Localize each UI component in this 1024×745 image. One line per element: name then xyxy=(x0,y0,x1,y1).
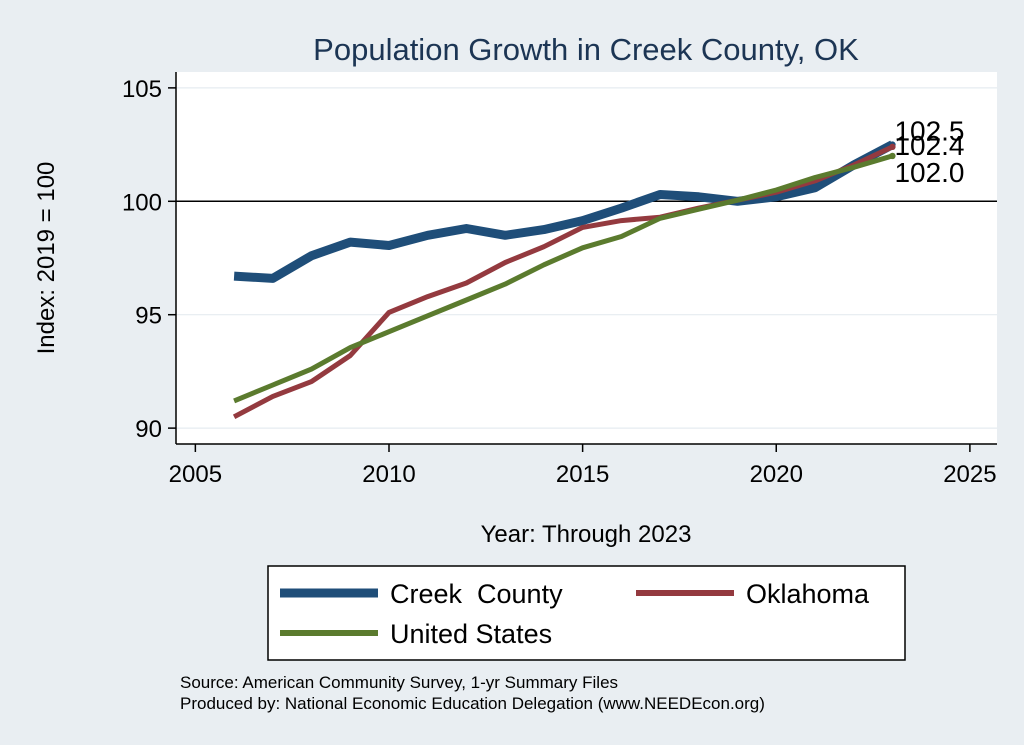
end-label-creek-county: 102.5 xyxy=(894,116,964,147)
legend-label-creek-county: Creek County xyxy=(390,579,563,609)
producer-note: Produced by: National Economic Education… xyxy=(180,694,765,713)
chart-title: Population Growth in Creek County, OK xyxy=(313,32,859,67)
legend-item-creek-county: Creek County xyxy=(280,579,563,609)
x-tick-label-2015: 2015 xyxy=(556,461,609,488)
x-tick-label-2010: 2010 xyxy=(362,461,415,488)
end-label-oklahoma: 102.4 xyxy=(894,130,964,161)
x-tick-label-2005: 2005 xyxy=(169,461,222,488)
end-label-united-states: 102.0 xyxy=(894,157,964,188)
series-line-united-states xyxy=(233,153,894,404)
y-tick-label-105: 105 xyxy=(122,76,162,103)
y-tick-label-100: 100 xyxy=(122,189,162,216)
legend-item-united-states: United States xyxy=(280,619,552,649)
axes: 90 95 100 105 2005 2010 2015 2020 2025 xyxy=(122,72,997,488)
end-marker-united-states xyxy=(889,152,896,160)
legend-item-oklahoma: Oklahoma xyxy=(636,579,870,609)
x-tick-label-2025: 2025 xyxy=(943,461,996,488)
series-lines xyxy=(232,140,895,420)
series-line-creek-county xyxy=(233,140,895,283)
legend-box xyxy=(267,565,906,661)
source-note: Source: American Community Survey, 1-yr … xyxy=(180,673,618,692)
y-axis-title: Index: 2019 = 100 xyxy=(33,162,60,355)
legend-label-united-states: United States xyxy=(390,619,552,649)
end-marker-oklahoma xyxy=(889,143,896,151)
x-axis-title: Year: Through 2023 xyxy=(481,521,692,548)
y-tick-label-95: 95 xyxy=(135,303,162,330)
y-tick-label-90: 90 xyxy=(135,416,162,443)
legend-label-oklahoma: Oklahoma xyxy=(746,579,870,609)
x-tick-label-2020: 2020 xyxy=(750,461,803,488)
